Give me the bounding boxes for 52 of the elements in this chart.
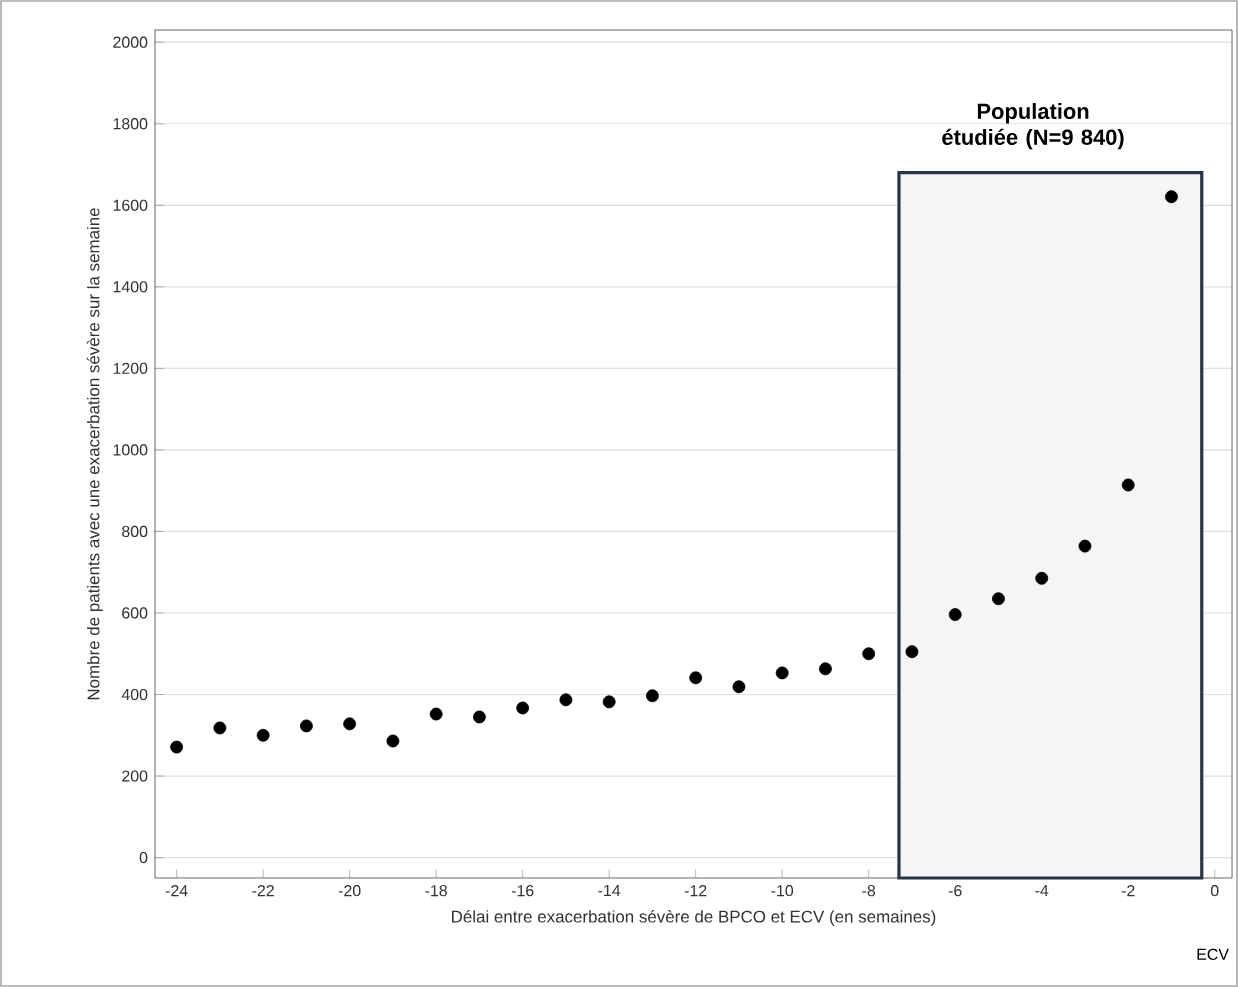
point bbox=[1078, 539, 1092, 553]
point bbox=[1165, 190, 1178, 204]
x-tick-label: 0 bbox=[1210, 885, 1219, 897]
x-axis-title: Délai entre exacerbation sévère de BPCO et ECV (en semaines) bbox=[452, 909, 936, 926]
point bbox=[992, 592, 1005, 606]
x-tick-label: -4 bbox=[1035, 885, 1049, 896]
x-tick-label: -10 bbox=[771, 885, 794, 897]
y-tick-label: 600 bbox=[122, 607, 148, 619]
y-tick-label: 1400 bbox=[113, 281, 148, 293]
point bbox=[256, 728, 270, 742]
x-tick-label: -2 bbox=[1121, 885, 1135, 897]
x-tick-label: -24 bbox=[165, 885, 188, 897]
point bbox=[819, 662, 832, 676]
x-tick-label: -8 bbox=[862, 885, 876, 897]
y-tick-label: 1000 bbox=[113, 444, 148, 456]
y-tick-label: 2000 bbox=[113, 36, 148, 48]
point bbox=[170, 740, 184, 754]
x-tick-label: -6 bbox=[948, 885, 962, 897]
point bbox=[516, 701, 530, 715]
point bbox=[386, 734, 400, 748]
y-tick-label: 800 bbox=[122, 525, 148, 538]
point bbox=[300, 719, 313, 733]
point bbox=[862, 647, 876, 661]
x-tick-label: -22 bbox=[252, 885, 274, 897]
point bbox=[559, 693, 573, 707]
y-tick-label: 200 bbox=[122, 770, 148, 782]
point bbox=[602, 695, 616, 709]
point bbox=[1121, 478, 1135, 492]
y-axis-title: Nombre de patients avec une exacerbation sévère sur la semaine bbox=[86, 208, 103, 700]
text: ECV bbox=[1197, 948, 1229, 960]
y-tick-label: 400 bbox=[121, 688, 148, 701]
x-tick-label: -16 bbox=[511, 885, 534, 897]
point bbox=[948, 608, 962, 622]
x-tick-label: -14 bbox=[598, 885, 621, 896]
point bbox=[905, 645, 919, 659]
point bbox=[732, 680, 746, 694]
point bbox=[473, 710, 486, 724]
y-tick-label: 1600 bbox=[113, 199, 148, 211]
point bbox=[429, 707, 443, 721]
point bbox=[213, 721, 227, 735]
y-tick-label: 0 bbox=[139, 851, 148, 864]
point bbox=[775, 666, 789, 680]
band-label: Population étudiée (N=9 840) bbox=[942, 102, 1124, 150]
y-tick-label: 1200 bbox=[113, 362, 148, 375]
point bbox=[689, 671, 703, 685]
x-tick-label: -12 bbox=[684, 885, 707, 897]
point bbox=[343, 717, 357, 731]
point bbox=[1035, 571, 1049, 585]
y-tick-label: 1800 bbox=[113, 118, 148, 130]
x-tick-label: -20 bbox=[338, 885, 361, 897]
point bbox=[646, 689, 659, 703]
x-tick-label: -18 bbox=[425, 885, 447, 897]
